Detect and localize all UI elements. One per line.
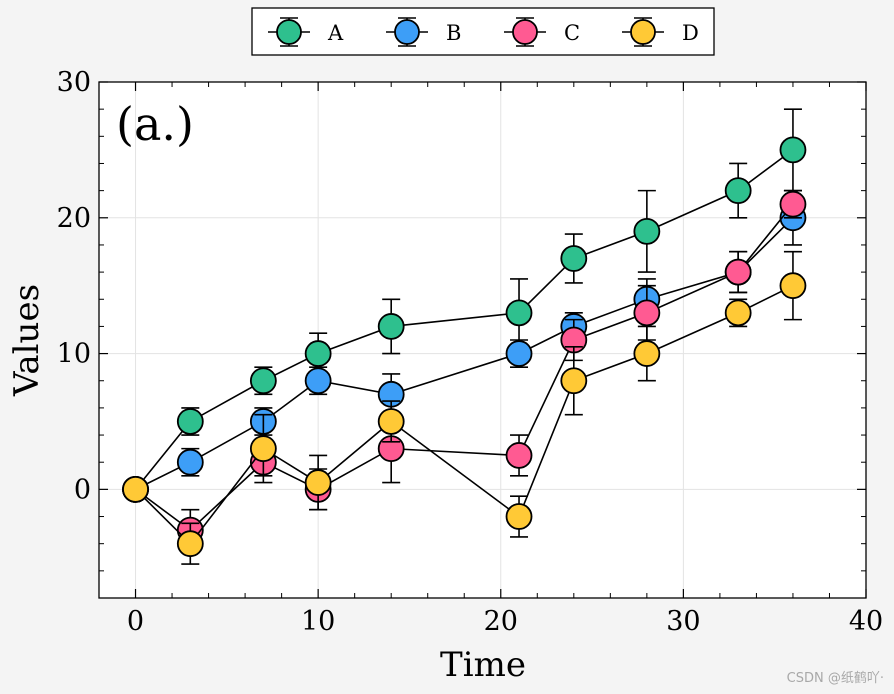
legend-label: B	[446, 21, 461, 45]
data-point	[249, 367, 277, 395]
data-point	[633, 299, 661, 327]
legend-entry-d[interactable]: D	[622, 17, 699, 47]
legend-marker	[512, 19, 538, 45]
data-point	[779, 136, 807, 164]
watermark: CSDN @纸鹤吖·	[786, 671, 884, 686]
data-point	[304, 469, 332, 496]
legend-entry-b[interactable]: B	[386, 17, 461, 47]
data-point	[304, 367, 332, 395]
axis-ticks: 0 10 20 30 40 0 10 20 30	[57, 67, 884, 637]
y-axis-title: Values	[7, 284, 47, 397]
legend-marker	[630, 19, 656, 45]
y-tick-label: 20	[57, 203, 91, 234]
data-point	[176, 408, 204, 435]
data-point	[724, 177, 752, 205]
y-tick-label: 30	[57, 67, 91, 98]
y-tick-label: 10	[57, 339, 91, 370]
x-tick-label: 30	[666, 606, 700, 637]
data-point	[122, 475, 149, 503]
legend: A B C D	[251, 7, 715, 56]
x-axis-title: Time	[440, 645, 526, 685]
data-point	[176, 530, 204, 558]
panel-label: (a.)	[116, 97, 194, 151]
series-d	[122, 250, 807, 565]
data-point	[505, 340, 533, 367]
data-point	[560, 245, 588, 272]
data-point	[633, 217, 661, 245]
legend-entry-a[interactable]: A	[268, 17, 344, 47]
data-point	[779, 190, 807, 218]
data-point	[304, 340, 332, 367]
series-group	[122, 108, 807, 565]
legend-label: D	[682, 21, 699, 45]
legend-entry-c[interactable]: C	[504, 17, 580, 47]
data-point	[249, 435, 277, 463]
data-point	[505, 503, 533, 530]
data-point	[560, 367, 588, 395]
series-line	[134, 284, 794, 545]
x-tick-label: 0	[127, 606, 144, 637]
legend-marker	[394, 19, 420, 45]
series-line	[135, 217, 794, 491]
plot-frame	[98, 81, 867, 599]
plot-area	[99, 82, 866, 598]
data-point	[377, 408, 405, 435]
legend-label: A	[327, 21, 344, 45]
data-point	[176, 448, 204, 476]
series-line	[134, 149, 794, 490]
data-point	[377, 313, 405, 340]
legend-label: C	[564, 21, 580, 45]
data-point	[505, 299, 533, 327]
y-tick-label: 0	[74, 474, 91, 505]
data-point	[779, 272, 807, 300]
x-tick-label: 40	[849, 606, 883, 637]
data-point	[724, 299, 752, 327]
legend-marker	[276, 19, 302, 45]
x-tick-label: 10	[301, 606, 335, 637]
data-point	[724, 258, 752, 286]
x-tick-label: 20	[484, 606, 518, 637]
data-point	[633, 340, 661, 367]
data-point	[505, 442, 533, 469]
